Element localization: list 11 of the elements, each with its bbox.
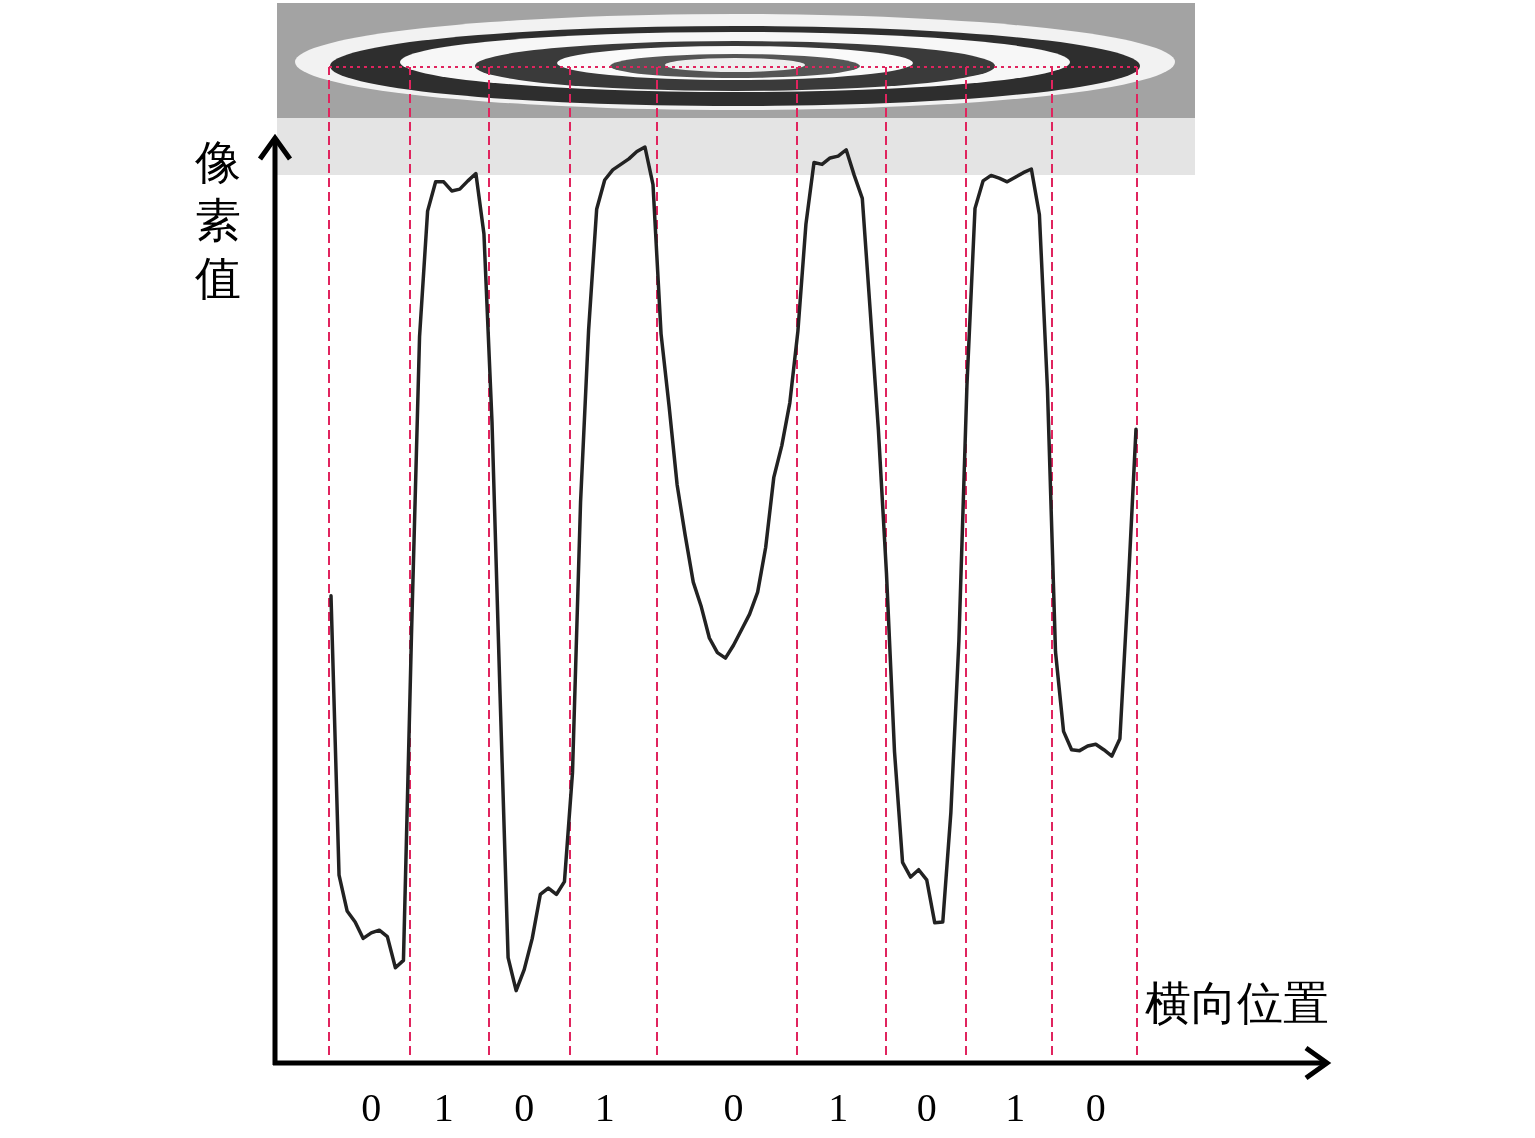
x-tick-label: 1 xyxy=(594,1085,615,1130)
x-tick-label: 1 xyxy=(1005,1085,1026,1130)
y-axis-title: 像素值 xyxy=(195,137,241,304)
x-tick-label: 0 xyxy=(1085,1085,1106,1130)
x-axis-title: 横向位置 xyxy=(1145,978,1329,1029)
x-tick-label: 0 xyxy=(361,1085,382,1130)
x-tick-label: 0 xyxy=(514,1085,535,1130)
x-tick-label: 0 xyxy=(916,1085,937,1130)
x-tick-label: 0 xyxy=(723,1085,744,1130)
x-tick-label: 1 xyxy=(433,1085,454,1130)
x-tick-label: 1 xyxy=(828,1085,849,1130)
